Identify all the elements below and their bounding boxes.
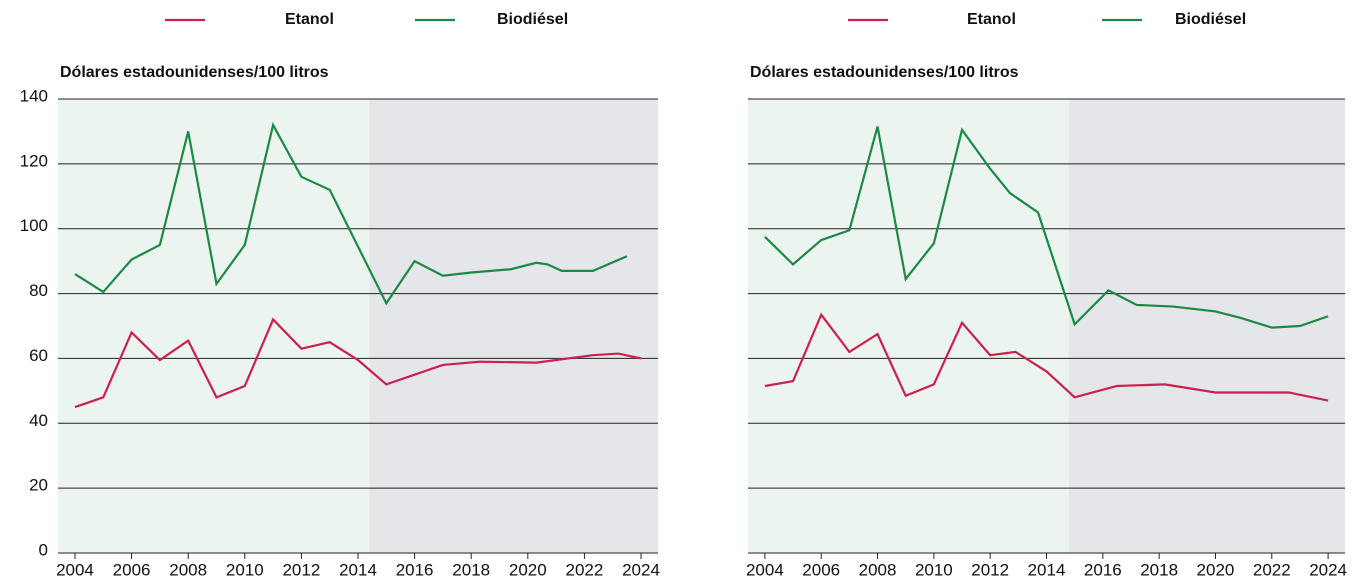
y-axis-label: Dólares estadounidenses/100 litros bbox=[60, 64, 329, 81]
y-tick-label: 120 bbox=[20, 151, 48, 170]
shade-history bbox=[58, 99, 370, 553]
x-tick-label: 2018 bbox=[452, 560, 490, 579]
x-tick-label: 2004 bbox=[746, 560, 784, 579]
x-tick-label: 2014 bbox=[339, 560, 377, 579]
x-tick-label: 2014 bbox=[1028, 560, 1066, 579]
x-tick-label: 2018 bbox=[1140, 560, 1178, 579]
y-tick-label: 80 bbox=[29, 281, 48, 300]
y-tick-label: 0 bbox=[39, 540, 48, 559]
x-tick-label: 2022 bbox=[566, 560, 604, 579]
y-axis-label: Dólares estadounidenses/100 litros bbox=[750, 64, 1019, 81]
legend-label: Biodiésel bbox=[497, 11, 568, 28]
shade-history bbox=[748, 99, 1070, 553]
y-tick-label: 60 bbox=[29, 346, 48, 365]
x-tick-label: 2010 bbox=[915, 560, 953, 579]
x-tick-label: 2012 bbox=[971, 560, 1009, 579]
x-tick-label: 2020 bbox=[509, 560, 547, 579]
x-tick-label: 2016 bbox=[1084, 560, 1122, 579]
y-tick-label: 20 bbox=[29, 476, 48, 495]
x-tick-label: 2024 bbox=[622, 560, 660, 579]
x-tick-label: 2010 bbox=[226, 560, 264, 579]
x-tick-label: 2022 bbox=[1253, 560, 1291, 579]
series-line bbox=[74, 317, 642, 409]
shade-projection bbox=[369, 99, 658, 553]
x-tick-label: 2024 bbox=[1309, 560, 1347, 579]
shade-projection bbox=[1069, 99, 1345, 553]
x-tick-label: 2016 bbox=[396, 560, 434, 579]
x-tick-label: 2008 bbox=[859, 560, 897, 579]
series-line bbox=[764, 312, 1329, 402]
legend-label: Etanol bbox=[967, 11, 1016, 28]
series-line bbox=[74, 121, 628, 306]
legend-label: Etanol bbox=[285, 11, 334, 28]
x-tick-label: 2006 bbox=[802, 560, 840, 579]
legend-label: Biodiésel bbox=[1175, 11, 1246, 28]
series-line bbox=[764, 126, 1329, 329]
x-tick-label: 2004 bbox=[56, 560, 94, 579]
x-tick-label: 2008 bbox=[169, 560, 207, 579]
x-tick-label: 2020 bbox=[1197, 560, 1235, 579]
y-tick-label: 100 bbox=[20, 216, 48, 235]
x-tick-label: 2006 bbox=[113, 560, 151, 579]
x-tick-label: 2012 bbox=[282, 560, 320, 579]
y-tick-label: 40 bbox=[29, 411, 48, 430]
y-tick-label: 140 bbox=[20, 86, 48, 105]
